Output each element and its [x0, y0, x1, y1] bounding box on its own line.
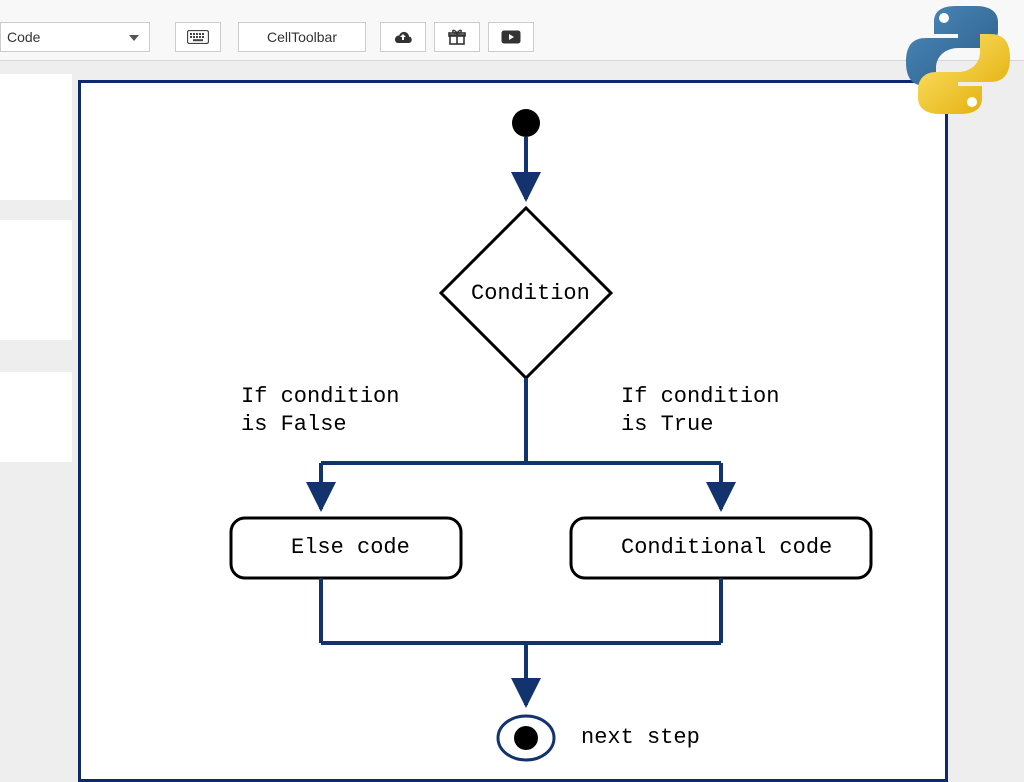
end-node-dot: [514, 726, 538, 750]
chevron-down-icon: [129, 35, 139, 41]
notebook-gutter: [0, 74, 72, 200]
cloud-upload-icon: [392, 29, 414, 45]
condcode-label: Conditional code: [621, 535, 832, 560]
cell-type-select[interactable]: Code: [0, 22, 150, 52]
notebook-toolbar: Code CellToolbar: [0, 14, 1024, 61]
cloud-upload-button[interactable]: [380, 22, 426, 52]
flowchart-diagram: Condition If condition is False If condi…: [78, 80, 948, 782]
notebook-gutter: [0, 372, 72, 462]
branch-true-label: If condition is True: [621, 383, 779, 438]
celltoolbar-button[interactable]: CellToolbar: [238, 22, 366, 52]
keyboard-icon: [187, 30, 209, 44]
else-label: Else code: [291, 535, 410, 560]
python-logo-icon: [898, 0, 1018, 120]
menubar-strip: [0, 0, 1024, 15]
gift-icon: [448, 28, 466, 46]
branch-false-label: If condition is False: [241, 383, 399, 438]
start-node: [512, 109, 540, 137]
nbextensions-button[interactable]: [434, 22, 480, 52]
command-palette-button[interactable]: [175, 22, 221, 52]
presentation-button[interactable]: [488, 22, 534, 52]
flowchart-svg: [81, 83, 945, 779]
end-label: next step: [581, 725, 700, 750]
notebook-gutter: [0, 220, 72, 340]
cell-type-label: Code: [7, 29, 40, 45]
condition-label: Condition: [471, 281, 590, 306]
celltoolbar-label: CellToolbar: [267, 29, 337, 45]
play-icon: [501, 30, 521, 44]
